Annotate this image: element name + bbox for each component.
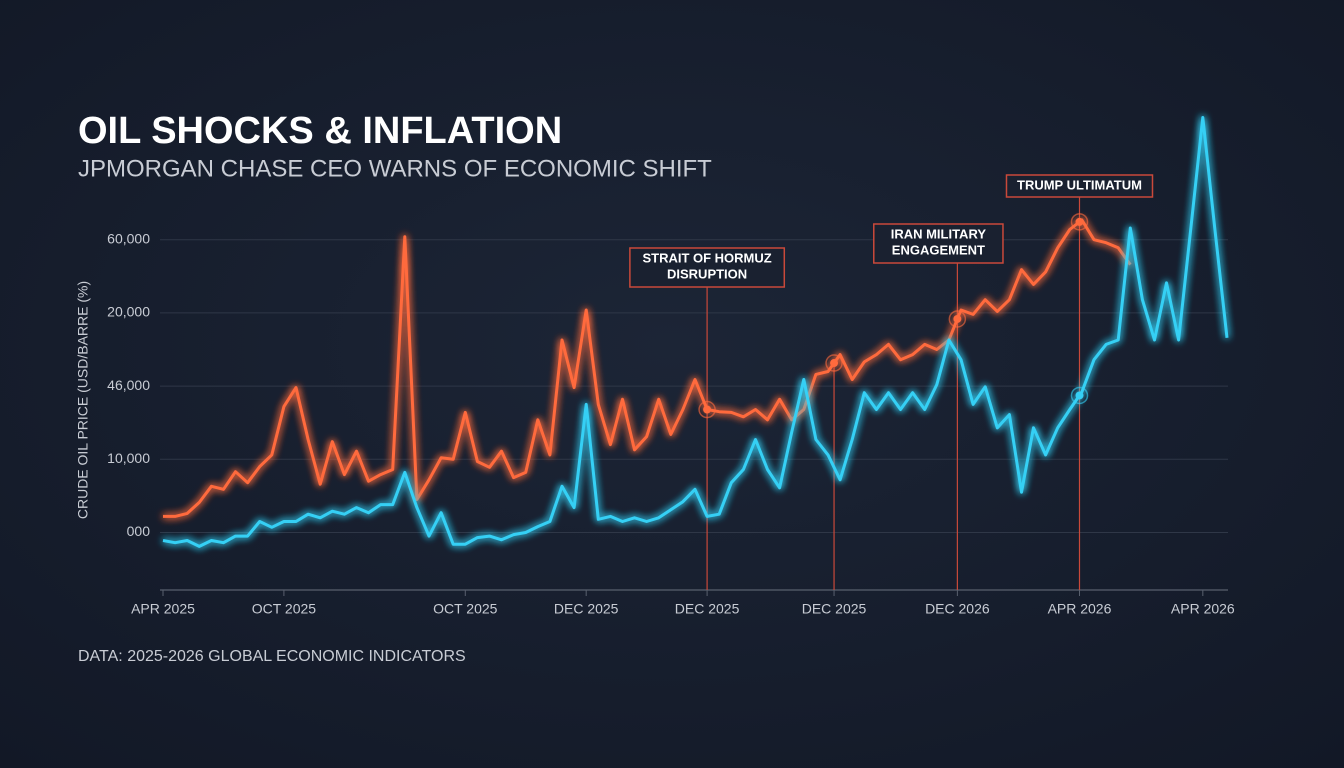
- y-tick-label: 10,000: [107, 450, 150, 466]
- annotation-text: STRAIT OF HORMUZ: [642, 250, 771, 265]
- annotation-dot: [830, 359, 839, 368]
- series-line: [163, 218, 1132, 518]
- x-tick-label: DEC 2025: [554, 601, 619, 617]
- chart-title: OIL SHOCKS & INFLATION: [78, 110, 562, 152]
- annotation-text: DISRUPTION: [667, 266, 747, 281]
- annotation-halo: [825, 354, 843, 372]
- annotation-text: IRAN MILITARY: [891, 226, 987, 241]
- y-tick-label: 60,000: [107, 230, 150, 246]
- y-tick-label: 20,000: [107, 304, 150, 320]
- y-tick-label: 46,000: [107, 377, 150, 393]
- annotation-dot: [1075, 391, 1084, 400]
- annotation-halo: [698, 400, 716, 419]
- annotation-halo: [948, 310, 967, 328]
- chart-subtitle: JPMORGAN CHASE CEO WARNS OF ECONOMIC SHI…: [78, 155, 712, 182]
- x-tick-label: OCT 2025: [433, 601, 498, 617]
- annotation-box: [873, 223, 1004, 264]
- annotation-box: [629, 247, 786, 288]
- annotation-dot: [1075, 217, 1084, 226]
- annotation-halo: [1070, 213, 1089, 231]
- x-tick-label: APR 2025: [131, 601, 195, 617]
- series-line: [162, 116, 1229, 548]
- x-tick-label: APR 2026: [1171, 601, 1235, 617]
- annotation-dot: [953, 314, 962, 323]
- x-tick-label: DEC 2026: [925, 601, 990, 617]
- x-tick-label: APR 2026: [1048, 601, 1112, 617]
- annotation-text: TRUMP ULTIMATUM: [1017, 177, 1142, 192]
- annotation-halo: [1070, 386, 1089, 405]
- x-tick-label: OCT 2025: [252, 601, 317, 617]
- x-tick-label: DEC 2025: [675, 601, 740, 617]
- x-tick-label: DEC 2025: [802, 601, 867, 617]
- y-axis-title: CRUDE OIL PRICE (USD/BARRE (%): [75, 281, 91, 519]
- annotation-text: ENGAGEMENT: [892, 242, 985, 257]
- y-tick-label: 000: [127, 523, 151, 539]
- annotation-dot: [703, 405, 712, 414]
- annotation-box: [1005, 174, 1154, 198]
- source-note: DATA: 2025-2026 GLOBAL ECONOMIC INDICATO…: [78, 648, 466, 665]
